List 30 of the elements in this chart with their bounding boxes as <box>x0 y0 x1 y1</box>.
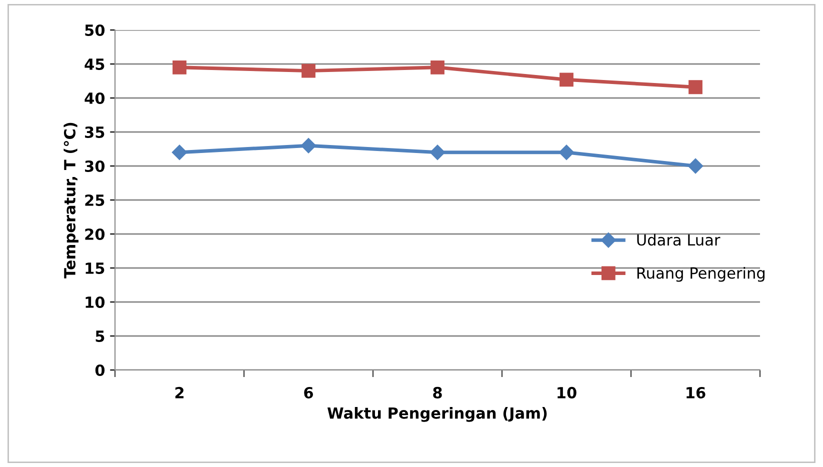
point <box>430 144 446 160</box>
y-tick-label: 10 <box>86 296 105 308</box>
y-tick-label: 20 <box>85 228 105 240</box>
point <box>688 158 704 174</box>
y-tick-label: 35 <box>85 126 104 138</box>
y-tick-label: 0 <box>95 364 105 376</box>
point <box>172 60 186 74</box>
y-axis-title: Temperatur, T (°C) <box>64 122 78 278</box>
point <box>430 60 444 74</box>
y-tick-label: 5 <box>96 330 104 342</box>
legend-label: Ruang Pengering <box>637 266 764 282</box>
point <box>302 64 316 78</box>
x-tick-label: 6 <box>304 386 313 398</box>
x-axis-title: Waktu Pengeringan (Jam) <box>327 407 547 422</box>
y-tick-label: 50 <box>85 24 105 36</box>
x-tick-label: 10 <box>558 386 576 398</box>
y-tick-label: 40 <box>84 92 105 104</box>
x-tick-label: 8 <box>433 386 442 398</box>
point <box>560 72 574 87</box>
point <box>172 144 188 160</box>
y-tick-label: 45 <box>84 58 104 70</box>
point <box>558 144 574 160</box>
x-tick-label: 2 <box>175 386 184 398</box>
x-tick-label: 16 <box>686 386 706 398</box>
y-tick-label: 25 <box>85 194 104 206</box>
y-tick-label: 30 <box>85 160 105 172</box>
point <box>300 138 316 154</box>
y-tick-label: 15 <box>86 262 104 274</box>
legend-label: Udara Luar <box>637 234 720 246</box>
point <box>688 80 702 94</box>
